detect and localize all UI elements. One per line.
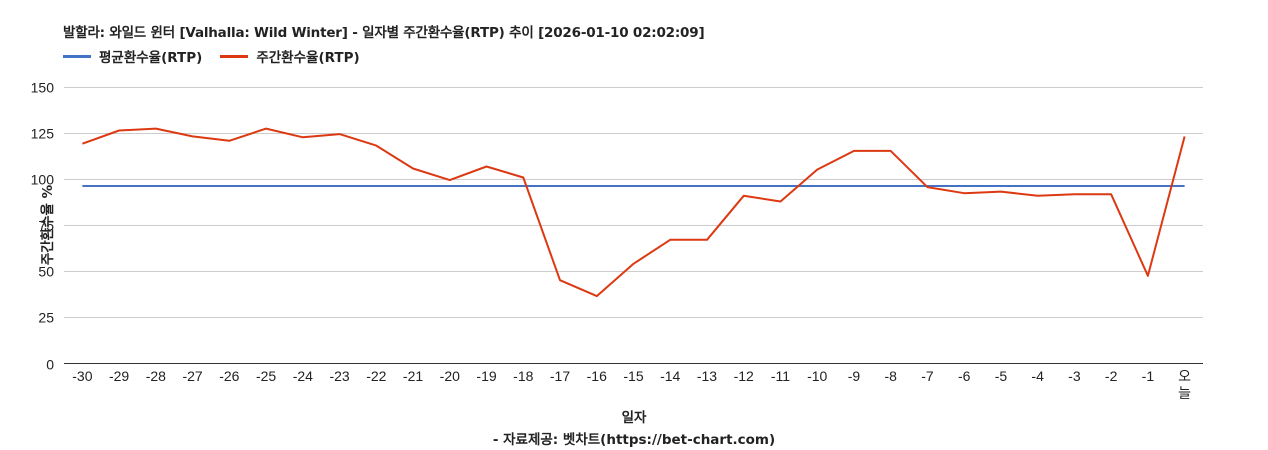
x-tick-label: 늘	[1178, 385, 1191, 401]
weekly-rtp-line[interactable]	[82, 127, 1186, 298]
gridlines	[64, 87, 1203, 318]
chart-title: 발할라: 와일드 윈터 [Valhalla: Wild Winter] - 일자…	[63, 25, 705, 41]
x-tick-label: -29	[109, 368, 129, 384]
x-tick-label: 오	[1178, 368, 1191, 384]
x-tick-label: -20	[440, 368, 460, 384]
x-tick-label: -23	[329, 368, 349, 384]
x-tick-label: -27	[182, 368, 202, 384]
y-tick-label: 150	[31, 80, 55, 96]
y-tick-label: 0	[46, 357, 54, 373]
legend-label-weekly: 주간환수율(RTP)	[256, 50, 360, 66]
y-axis-ticks: 0 25 50 75 100 125 150	[31, 80, 55, 373]
x-tick-label: -22	[366, 368, 386, 384]
x-tick-label: -8	[884, 368, 897, 384]
y-tick-label: 75	[38, 218, 54, 234]
chart-legend: 평균환수율(RTP) 주간환수율(RTP)	[63, 46, 378, 66]
x-tick-label: -21	[403, 368, 423, 384]
x-tick-label: -14	[660, 368, 680, 384]
x-axis-ticks: -30 -29 -28 -27 -26 -25 -24 -23 -22 -21 -20 -19 -18 -…	[72, 368, 1191, 401]
x-tick-label: -6	[958, 368, 971, 384]
x-tick-label: -16	[587, 368, 607, 384]
x-tick-label: -2	[1105, 368, 1118, 384]
y-tick-label: 125	[31, 126, 55, 142]
x-tick-label: -13	[697, 368, 717, 384]
legend-swatch-weekly-icon	[220, 54, 249, 58]
data-credit: - 자료제공: 벳차트(https://bet-chart.com)	[492, 432, 776, 448]
x-tick-label: -4	[1031, 368, 1044, 384]
y-tick-label: 100	[31, 172, 55, 188]
x-tick-label: -3	[1068, 368, 1081, 384]
x-tick-label: -17	[550, 368, 570, 384]
data-series	[82, 127, 1186, 298]
x-axis-label: 일자	[621, 410, 647, 426]
x-tick-label: -10	[807, 368, 827, 384]
legend-label-average: 평균환수율(RTP)	[99, 50, 203, 66]
y-tick-label: 25	[38, 310, 54, 326]
x-tick-label: -30	[72, 368, 92, 384]
x-tick-label: -11	[771, 368, 790, 384]
legend-item-weekly-rtp[interactable]: 주간환수율(RTP)	[220, 46, 360, 66]
y-tick-label: 50	[38, 264, 54, 280]
x-tick-label: -1	[1142, 368, 1155, 384]
x-tick-label: -24	[293, 368, 313, 384]
x-tick-label: -5	[995, 368, 1008, 384]
x-tick-label: -9	[848, 368, 861, 384]
legend-swatch-average-icon	[63, 54, 91, 58]
x-tick-label: -19	[476, 368, 496, 384]
x-tick-label: -18	[513, 368, 533, 384]
x-tick-label: -15	[623, 368, 643, 384]
legend-item-average-rtp[interactable]: 평균환수율(RTP)	[63, 46, 202, 66]
x-tick-label: -26	[219, 368, 239, 384]
x-tick-label: -28	[146, 368, 166, 384]
x-tick-label: -7	[921, 368, 934, 384]
x-tick-label: -25	[256, 368, 276, 384]
y-axis-label: 주간환수율 %	[40, 184, 57, 266]
x-tick-label: -12	[734, 368, 754, 384]
